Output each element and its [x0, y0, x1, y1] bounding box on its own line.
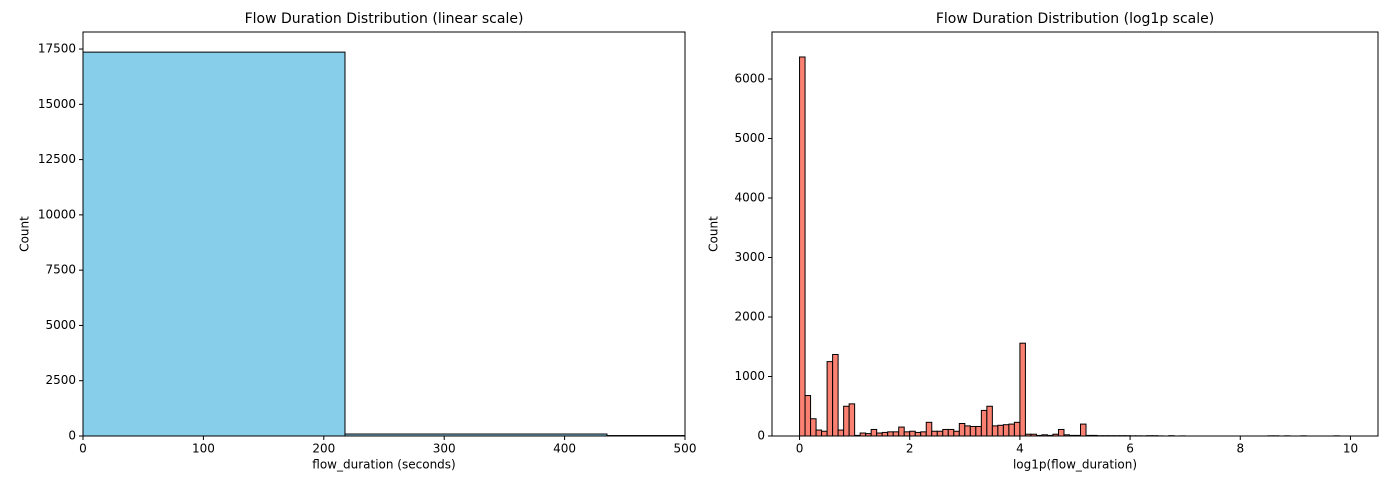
bar — [832, 353, 839, 436]
y-tick-label: 2500 — [45, 373, 76, 387]
axes-frame — [771, 31, 1379, 437]
bar — [815, 429, 823, 436]
x-tick-label: 0 — [79, 442, 87, 456]
bar — [1013, 421, 1021, 436]
bar — [1080, 423, 1087, 436]
y-tick-label: 0 — [68, 429, 76, 443]
y-tick-label: 7500 — [45, 263, 76, 277]
y-tick-label: 1000 — [734, 369, 765, 383]
x-axis-label: log1p(flow_duration) — [1013, 458, 1137, 472]
x-axis-label: flow_duration (seconds) — [312, 458, 455, 472]
bar — [903, 431, 911, 436]
y-tick-label: 4000 — [734, 191, 765, 205]
bar — [826, 361, 834, 436]
y-axis-label: Count — [18, 216, 32, 252]
bar — [848, 403, 856, 436]
bar — [837, 429, 845, 436]
bar — [892, 431, 900, 436]
x-tick-label: 300 — [433, 442, 456, 456]
bar — [942, 428, 949, 436]
bar — [986, 405, 993, 436]
y-tick-label: 12500 — [38, 152, 76, 166]
bar — [936, 430, 944, 436]
bar — [947, 428, 955, 436]
bar — [881, 431, 889, 436]
bar — [887, 431, 894, 436]
x-tick-label: 400 — [553, 442, 576, 456]
bars — [799, 56, 1340, 436]
bar — [843, 405, 850, 436]
bar — [975, 425, 982, 436]
bar — [344, 433, 608, 436]
y-axis-label: Count — [707, 216, 721, 252]
y-tick-label: 10000 — [38, 207, 76, 221]
y-tick-label: 5000 — [45, 318, 76, 332]
bar — [925, 421, 933, 436]
chart-title: Flow Duration Distribution (log1p scale) — [936, 11, 1214, 27]
bar — [997, 424, 1004, 436]
bar — [969, 425, 977, 436]
bar — [964, 425, 971, 436]
bar — [931, 430, 938, 436]
bar — [1002, 424, 1010, 436]
x-tick-label: 500 — [674, 442, 697, 456]
bar — [909, 430, 916, 436]
bar — [810, 418, 817, 436]
y-tick-label: 0 — [757, 429, 765, 443]
bar — [953, 430, 960, 436]
bar — [83, 51, 346, 436]
bar — [1008, 423, 1015, 436]
x-tick-label: 200 — [312, 442, 335, 456]
y-tick-label: 5000 — [734, 131, 765, 145]
bar — [958, 423, 966, 436]
bar — [1057, 428, 1065, 436]
x-tick-label: 4 — [1016, 442, 1024, 456]
chart-title: Flow Duration Distribution (linear scale… — [245, 11, 524, 27]
x-tick-label: 100 — [192, 442, 215, 456]
y-tick-label: 6000 — [734, 72, 765, 86]
bar — [799, 56, 806, 436]
y-tick-label: 17500 — [38, 42, 76, 56]
bar — [898, 426, 905, 436]
bar — [1019, 342, 1026, 436]
bars — [83, 51, 685, 436]
y-tick-label: 2000 — [734, 310, 765, 324]
bar — [980, 409, 988, 436]
y-tick-label: 15000 — [38, 97, 76, 111]
x-tick-label: 8 — [1236, 442, 1244, 456]
x-tick-label: 2 — [906, 442, 914, 456]
x-tick-label: 6 — [1126, 442, 1134, 456]
y-tick-label: 3000 — [734, 250, 765, 264]
bar — [804, 395, 812, 436]
bar — [991, 425, 999, 436]
bar — [920, 431, 927, 436]
bar — [821, 430, 828, 436]
bar — [914, 431, 922, 436]
x-tick-label: 0 — [796, 442, 804, 456]
axes-frame — [82, 31, 686, 437]
bar — [870, 428, 878, 436]
x-tick-label: 10 — [1343, 442, 1358, 456]
